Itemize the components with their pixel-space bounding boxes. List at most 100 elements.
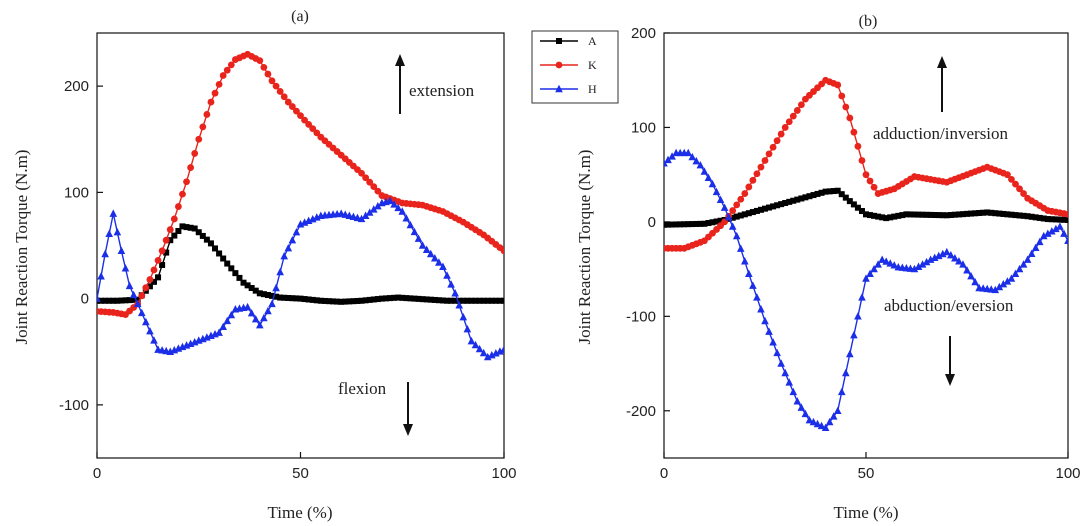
panel-a-series-A-point	[244, 282, 251, 289]
panel-b-series-A-point	[911, 211, 918, 218]
panel-a-series-H-point	[459, 313, 468, 321]
panel-b-series-A-point	[867, 212, 874, 219]
panel-b-series-H-point	[938, 249, 947, 258]
panel-b-series-H-point	[854, 312, 862, 320]
panel-a-series-K-point	[268, 77, 276, 85]
panel-b-series-A-point	[1052, 216, 1059, 223]
panel-a-series-A-point	[419, 296, 426, 303]
panel-b-series-K-point	[789, 112, 797, 120]
panel-b-series-K-point	[757, 163, 765, 171]
panel-a-series-H-point	[268, 299, 276, 308]
panel-b-series-A-point	[955, 211, 962, 218]
panel-a-series-K-point	[207, 98, 215, 106]
panel-b-series-A-point	[713, 218, 720, 225]
panel-b-series-H-point	[825, 417, 834, 426]
panel-b-series-H-point	[716, 195, 725, 204]
panel-a-series-H-point	[227, 310, 236, 319]
panel-a-title: (a)	[291, 8, 309, 25]
panel-a-series-H-point	[455, 301, 464, 309]
panel-b-series-H-point	[995, 282, 1004, 291]
panel-a-series-A-point	[427, 296, 434, 303]
panel-b-series-H-point	[757, 305, 765, 313]
panel-a-series-H-point	[390, 200, 398, 208]
panel-a-series-K-point	[301, 116, 308, 124]
panel-b-series-A-point	[943, 212, 950, 219]
panel-a-series-A-point	[207, 240, 214, 247]
panel-a-x-tick-label: 50	[292, 465, 309, 482]
panel-a-series-A-point	[435, 297, 442, 304]
panel-a-series-K-point	[223, 66, 231, 74]
panel-a-series-H-point	[451, 289, 459, 297]
panel-a-series-A-point	[305, 296, 312, 303]
panel-b-series-A-point	[798, 195, 805, 202]
panel-a-series-K-point	[199, 123, 207, 131]
panel-a-series-H-point	[113, 228, 122, 236]
panel-a-series-K-point	[175, 203, 182, 210]
panel-b-series-H-point	[773, 348, 781, 357]
panel-a-series-H-point	[500, 345, 504, 353]
panel-a-series-A-point	[212, 245, 219, 252]
panel-b-series-H-point	[878, 255, 886, 263]
panel-b-x-tick-label: 50	[858, 465, 875, 482]
panel-a-series-H-point	[398, 207, 407, 215]
panel-b-series-H-point	[866, 269, 874, 278]
panel-a-series-A-point	[134, 296, 141, 303]
panel-b-series-H-point	[817, 421, 826, 430]
panel-a-series-H-point	[133, 299, 142, 308]
panel-a-series-A-point	[346, 298, 353, 305]
panel-b-series-H	[664, 148, 1068, 431]
panel-b-series-H-point	[777, 359, 785, 367]
panel-b-series-A-point	[766, 204, 773, 211]
panel-a-series-A-point	[106, 297, 113, 304]
panel-a-series-H-point	[447, 280, 455, 288]
panel-b-series-H-point	[700, 167, 709, 175]
panel-a-series-K-point	[272, 82, 280, 90]
panel-a-series-K-point	[276, 88, 284, 95]
panel-b-series-K-point	[838, 92, 846, 100]
panel-a-plot-area: -100 0 100 200 0 50 100	[59, 32, 517, 482]
panel-a-series-A-point	[464, 297, 471, 304]
panel-b-series-H-point	[934, 251, 943, 260]
panel-a-series-H-point	[418, 241, 427, 249]
panel-b-series-K-point	[846, 114, 854, 122]
panel-a-series-H-point	[475, 344, 484, 353]
panel-a-series-A-point	[382, 295, 389, 302]
panel-a-series-H-point	[374, 201, 382, 210]
panel-a-series-A-point	[325, 298, 332, 305]
panel-a-series-A-point	[191, 225, 198, 232]
panel-a-series-H-point	[142, 317, 150, 326]
panel-a-series-H-point	[487, 351, 496, 359]
panel-a-series-A-point	[395, 294, 402, 301]
panel-a-series-A-point	[114, 297, 121, 304]
panel-a-series-H-point	[369, 205, 378, 213]
panel-b-series-K-point	[749, 176, 757, 184]
panel-b-series-A-point	[677, 221, 684, 228]
panel-a-series-A-point	[273, 293, 280, 300]
panel-a-series-K-point	[288, 103, 296, 110]
panel-a-series-A-point	[256, 290, 263, 297]
panel-b-plot-area: -200 -100 0 100 200 0 50 100	[626, 25, 1081, 482]
panel-a-series-A-point	[423, 296, 430, 303]
panel-b-series-K-point	[1016, 185, 1023, 193]
panel-b-series-H-point	[842, 368, 850, 377]
panel-b-series-A-point	[854, 204, 861, 211]
panel-a-series-H-point	[260, 313, 268, 322]
panel-b-series-K-point	[1004, 171, 1011, 179]
panel-a-series-A-point	[260, 291, 267, 298]
panel-b-series-H-point	[1039, 231, 1048, 240]
panel-b-series-H-point	[829, 412, 838, 420]
panel-b-series-H-point	[837, 387, 846, 396]
panel-b-series-H-point	[971, 277, 979, 286]
panel-b-series-H-point	[736, 244, 745, 252]
panel-a-x-tick-label: 0	[93, 465, 101, 482]
panel-a-series-K-point	[362, 174, 370, 182]
panel-b-series-A-point	[669, 221, 676, 228]
panel-b-series-K-point	[737, 195, 745, 203]
panel-a-series-H-point	[247, 308, 256, 317]
panel-b-series-K-point	[733, 201, 741, 209]
extension-arrow-icon	[395, 54, 405, 114]
panel-b-series-K-point	[745, 183, 753, 191]
panel-a-series-H-point	[117, 246, 126, 255]
panel-b-series-H-point	[692, 156, 701, 165]
panel-b-series-A-point	[1028, 213, 1035, 220]
